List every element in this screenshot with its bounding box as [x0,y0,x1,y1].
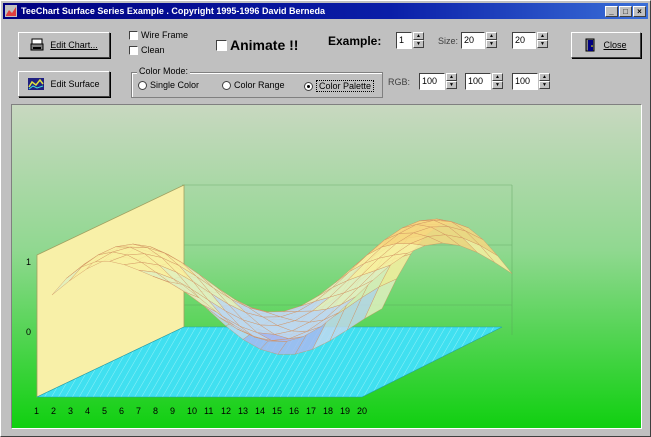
y-axis-ticks: 10 [26,257,31,337]
color-mode-label: Color Mode: [137,66,191,76]
single-color-label: Single Color [150,80,200,90]
size-x-field[interactable]: 20 [461,32,485,49]
x-tick-label: 20 [357,406,367,416]
close-button[interactable]: Close [571,32,641,58]
clean-checkbox[interactable]: Clean [129,45,165,55]
rgb-r-spinner[interactable]: 100 ▲ ▼ [419,73,457,90]
app-icon [5,5,17,17]
spin-down-icon[interactable]: ▼ [486,40,497,48]
x-tick-label: 16 [289,406,299,416]
x-tick-label: 7 [136,406,141,416]
minimize-button[interactable]: _ [605,5,618,17]
single-color-radio-dot[interactable] [138,80,147,90]
x-tick-label: 10 [187,406,197,416]
single-color-radio[interactable]: Single Color [138,80,199,90]
example-label: Example: [328,34,382,48]
x-tick-label: 1 [34,406,39,416]
floor [36,326,503,398]
spin-up-icon[interactable]: ▲ [486,32,497,40]
spin-up-icon[interactable]: ▲ [446,73,457,81]
x-tick-label: 12 [221,406,231,416]
x-tick-label: 13 [238,406,248,416]
size-z-field[interactable]: 20 [512,32,536,49]
spin-down-icon[interactable]: ▼ [446,81,457,89]
animate-label: Animate !! [230,37,299,53]
close-label: Close [603,40,627,50]
example-field[interactable]: 1 [396,32,412,49]
spin-down-icon[interactable]: ▼ [413,40,424,48]
wire-frame-label: Wire Frame [141,30,188,40]
x-tick-label: 14 [255,406,265,416]
example-spinner[interactable]: 1 ▲ ▼ [396,32,424,49]
spin-up-icon[interactable]: ▲ [539,73,550,81]
close-window-button[interactable]: × [633,5,646,17]
color-mode-group [131,72,383,98]
maximize-button[interactable]: □ [619,5,632,17]
color-palette-label: Color Palette [316,80,375,92]
x-tick-label: 5 [102,406,107,416]
rgb-r-field[interactable]: 100 [419,73,445,90]
surface-mesh [51,218,513,355]
title-bar[interactable]: TeeChart Surface Series Example . Copyri… [3,3,648,19]
wire-frame-box[interactable] [129,30,138,40]
color-range-radio-dot[interactable] [222,80,231,90]
color-range-radio[interactable]: Color Range [222,80,285,90]
spin-down-icon[interactable]: ▼ [539,81,550,89]
x-tick-label: 8 [153,406,158,416]
rgb-b-field[interactable]: 100 [512,73,538,90]
x-tick-label: 2 [51,406,56,416]
x-tick-label: 19 [340,406,350,416]
x-axis-ticks: 1 2 3 4 5 6 7 8 9 10 11 12 13 14 15 16 17 18 19 20 [34,406,367,416]
spin-up-icon[interactable]: ▲ [537,32,548,40]
y-tick-label: 0 [26,327,31,337]
spin-down-icon[interactable]: ▼ [537,40,548,48]
spin-up-icon[interactable]: ▲ [413,32,424,40]
x-tick-label: 11 [204,406,213,416]
edit-chart-button[interactable]: Edit Chart... [18,32,110,58]
window-title: TeeChart Surface Series Example . Copyri… [21,6,325,16]
x-tick-label: 4 [85,406,90,416]
surface-cell [480,245,513,274]
surface-icon [28,78,45,90]
rgb-g-field[interactable]: 100 [465,73,491,90]
clean-box[interactable] [129,45,138,55]
color-palette-radio-dot[interactable] [304,81,313,91]
size-z-spinner[interactable]: 20 ▲ ▼ [512,32,548,49]
clean-label: Clean [141,45,165,55]
rgb-b-spinner[interactable]: 100 ▲ ▼ [512,73,550,90]
x-tick-label: 15 [272,406,282,416]
x-tick-label: 6 [119,406,124,416]
edit-surface-button[interactable]: Edit Surface [18,71,110,97]
size-x-spinner[interactable]: 20 ▲ ▼ [461,32,497,49]
animate-box[interactable] [216,39,227,51]
color-palette-radio[interactable]: Color Palette [304,80,375,92]
edit-surface-label: Edit Surface [50,79,100,89]
x-tick-label: 18 [323,406,333,416]
exit-door-icon [585,38,595,52]
wire-frame-checkbox[interactable]: Wire Frame [129,30,188,40]
spin-down-icon[interactable]: ▼ [492,81,503,89]
edit-chart-label: Edit Chart... [50,40,98,50]
y-tick-label: 1 [26,257,31,267]
size-label: Size: [438,36,459,46]
printer-icon [30,38,44,51]
x-tick-label: 9 [170,406,175,416]
surface-chart[interactable]: 10 1 2 3 4 5 6 7 8 9 10 11 12 13 14 15 16 17 18 19 20 [12,105,641,428]
x-tick-label: 17 [306,406,316,416]
x-tick-label: 3 [68,406,73,416]
rgb-label: RGB: [388,77,411,87]
color-range-label: Color Range [234,80,285,90]
spin-up-icon[interactable]: ▲ [492,73,503,81]
rgb-g-spinner[interactable]: 100 ▲ ▼ [465,73,503,90]
animate-checkbox[interactable]: Animate !! [216,37,298,53]
